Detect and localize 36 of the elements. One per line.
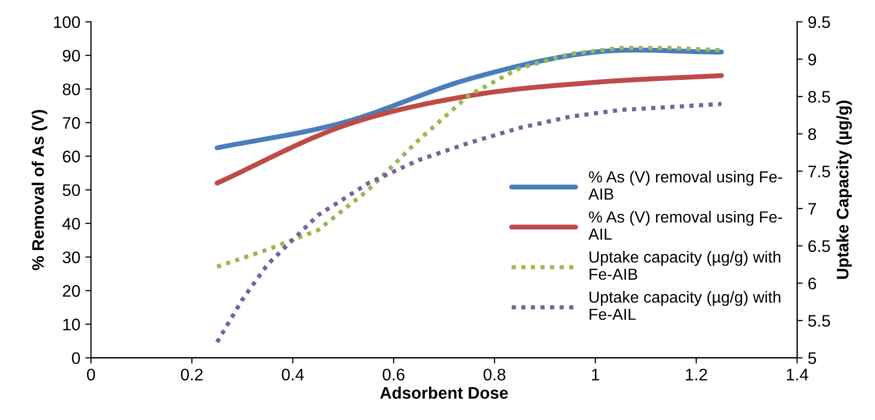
x-tick-label: 0.6 bbox=[382, 368, 404, 380]
legend-label: % As (V) removal using Fe- AIB bbox=[588, 170, 782, 200]
y2-axis-title: Uptake Capacity (µg/g) bbox=[836, 100, 852, 279]
y-tick-label: 50 bbox=[62, 184, 80, 196]
y-tick-label: 30 bbox=[62, 251, 80, 264]
x-tick-label: 0.2 bbox=[180, 368, 203, 380]
y2-tick-label: 5.5 bbox=[808, 315, 830, 327]
x-axis-title: Adsorbent Dose bbox=[380, 386, 508, 399]
y2-tick-label: 7.5 bbox=[808, 166, 830, 178]
y2-tick-label: 6 bbox=[808, 278, 816, 290]
y-axis-title: % Removal of As (V) bbox=[32, 110, 48, 270]
y2-tick-label: 6.5 bbox=[808, 240, 830, 252]
y-tick-label: 80 bbox=[62, 83, 80, 96]
y2-tick-label: 9.5 bbox=[808, 16, 830, 28]
y2-tick-label: 9 bbox=[808, 54, 816, 66]
y-tick-label: 0 bbox=[72, 352, 80, 364]
y-tick-label: 10 bbox=[63, 318, 80, 330]
y-tick-label: 60 bbox=[62, 150, 80, 162]
x-tick-label: 0.4 bbox=[282, 368, 304, 380]
y2-tick-label: 8 bbox=[808, 128, 816, 140]
legend-label: % As (V) removal using Fe- AIL bbox=[588, 210, 782, 240]
x-tick-label: 1 bbox=[592, 368, 600, 380]
x-tick-label: 0.8 bbox=[484, 368, 506, 380]
x-tick-label: 1.2 bbox=[686, 368, 707, 380]
y2-tick-label: 5 bbox=[808, 352, 816, 364]
y-tick-label: 100 bbox=[54, 16, 80, 28]
x-tick-label: 0 bbox=[87, 368, 95, 380]
y2-tick-label: 8.5 bbox=[808, 90, 830, 103]
y-tick-label: 40 bbox=[62, 218, 80, 230]
legend-label: Uptake capacity (µg/g) with Fe-AIB bbox=[590, 250, 780, 280]
y-tick-label: 90 bbox=[62, 50, 80, 62]
x-tick-label: 1.4 bbox=[786, 368, 808, 380]
y-tick-label: 20 bbox=[62, 285, 80, 297]
y-tick-label: 70 bbox=[62, 117, 80, 129]
legend-label: Uptake capacity (µg/g) with Fe-AIL bbox=[590, 291, 780, 320]
y2-tick-label: 7 bbox=[808, 203, 816, 215]
